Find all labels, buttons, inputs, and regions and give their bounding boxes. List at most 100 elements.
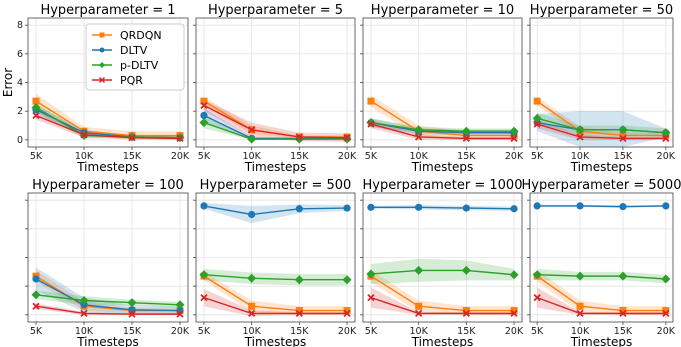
data-point-p-dltv <box>575 271 585 281</box>
confidence-band-pqr <box>537 119 666 140</box>
data-point-dltv <box>295 205 303 213</box>
data-point-pqr <box>248 126 256 134</box>
data-point-pqr <box>619 309 627 318</box>
data-point-qrdqn <box>248 302 256 310</box>
data-point-p-dltv <box>31 290 41 300</box>
series-line-qrdqn <box>536 100 666 137</box>
y-axis-label: Error <box>1 68 15 97</box>
legend-label: p-DLTV <box>120 59 159 72</box>
data-point-p-dltv <box>461 126 471 136</box>
y-tick-label: 2 <box>17 106 23 117</box>
y-tick-label: 6 <box>17 49 23 60</box>
x-tick-label: 5K <box>30 326 43 337</box>
series-line-dltv <box>370 121 515 134</box>
x-tick-label: 15K <box>614 326 633 337</box>
x-tick-label: 20K <box>657 151 676 162</box>
x-tick-label: 10K <box>75 151 94 162</box>
chart-title: Hyperparameter = 10 <box>371 3 514 18</box>
x-axis-label: Timesteps <box>76 160 139 174</box>
data-point-p-dltv <box>618 125 628 135</box>
data-point-pqr <box>510 134 518 143</box>
data-point-pqr <box>200 101 208 110</box>
x-tick-label: 20K <box>171 151 190 162</box>
confidence-band-p-dltv <box>370 258 515 285</box>
x-tick-label: 15K <box>123 326 142 337</box>
data-point-dltv <box>619 203 627 211</box>
x-tick-label: 10K <box>409 151 428 162</box>
data-point-qrdqn <box>200 97 208 105</box>
data-point-p-dltv <box>575 125 585 135</box>
data-point-pqr <box>415 309 423 318</box>
chart-panel-3: Hyperparameter = 10 5K 10K 15K 20K Timesteps <box>360 3 524 174</box>
data-point-p-dltv <box>509 126 519 136</box>
x-tick-label: 15K <box>457 151 476 162</box>
x-tick-label: 20K <box>505 326 524 337</box>
series-line-qrdqn <box>370 275 515 312</box>
data-point-qrdqn <box>576 302 584 310</box>
data-point-pqr <box>619 134 627 143</box>
legend-marker <box>99 62 105 68</box>
series-line-p-dltv <box>35 294 181 306</box>
series-line-dltv <box>35 278 181 312</box>
data-point-pqr <box>462 309 470 318</box>
data-point-dltv <box>200 111 208 120</box>
series-line-qrdqn <box>35 100 180 137</box>
data-point-p-dltv <box>618 271 628 281</box>
series-line-p-dltv <box>536 117 666 134</box>
chart-title: Hyperparameter = 50 <box>530 3 673 18</box>
series-line-p-dltv <box>203 274 348 281</box>
data-point-dltv <box>462 204 470 212</box>
legend: QRDQN DLTV p-DLTV PQR <box>85 23 185 91</box>
data-point-p-dltv <box>342 275 352 285</box>
data-point-dltv <box>248 210 256 219</box>
confidence-band-pqr <box>370 287 515 315</box>
data-point-dltv <box>576 202 584 210</box>
data-point-pqr <box>462 134 470 143</box>
data-point-p-dltv <box>414 125 424 135</box>
chart-panel-6: Hyperparameter = 500 5K 10K 15K 20K Timesteps <box>193 178 357 347</box>
series-line-pqr <box>203 296 348 315</box>
chart-title: Hyperparameter = 1 <box>40 3 175 18</box>
x-tick-label: 15K <box>457 326 476 337</box>
x-axis-label: Timesteps <box>570 160 633 174</box>
data-point-p-dltv <box>532 270 542 280</box>
series-line-pqr <box>536 123 666 140</box>
data-point-pqr <box>176 310 184 318</box>
data-point-pqr <box>128 310 136 318</box>
data-point-qrdqn <box>415 302 423 310</box>
x-tick-label: 15K <box>123 151 142 162</box>
confidence-band-pqr <box>537 287 666 315</box>
confidence-band-qrdqn <box>537 270 666 315</box>
data-point-p-dltv <box>199 270 209 280</box>
x-tick-label: 20K <box>338 326 357 337</box>
data-point-dltv <box>533 202 541 210</box>
x-tick-label: 5K <box>531 151 544 162</box>
data-point-p-dltv <box>199 118 209 128</box>
series-line-qrdqn <box>203 275 348 312</box>
x-axis-label: Timesteps <box>411 335 474 347</box>
confidence-band-dltv <box>36 267 180 315</box>
data-point-pqr <box>128 134 136 142</box>
data-point-pqr <box>576 133 584 141</box>
data-point-qrdqn <box>510 307 518 315</box>
data-point-pqr <box>80 131 88 139</box>
confidence-band-pqr <box>36 111 180 140</box>
x-axis-label: Timesteps <box>244 335 307 347</box>
data-point-dltv <box>415 203 423 211</box>
confidence-band-qrdqn <box>36 270 180 314</box>
series-line-p-dltv <box>537 274 666 280</box>
data-point-pqr <box>295 309 303 318</box>
chart-panel-2: Hyperparameter = 5 5K 10K 15K 20K Timesteps <box>193 3 357 174</box>
data-point-pqr <box>248 309 256 318</box>
data-point-pqr <box>662 134 670 143</box>
x-tick-label: 20K <box>171 326 190 337</box>
data-point-p-dltv <box>127 298 137 308</box>
x-tick-label: 10K <box>75 326 94 337</box>
y-tick-label: 8 <box>17 20 23 31</box>
x-axis-label: Timesteps <box>76 335 139 347</box>
x-tick-label: 10K <box>571 326 590 337</box>
data-point-p-dltv <box>414 265 424 275</box>
data-point-pqr <box>343 309 351 318</box>
data-point-qrdqn <box>32 97 40 105</box>
